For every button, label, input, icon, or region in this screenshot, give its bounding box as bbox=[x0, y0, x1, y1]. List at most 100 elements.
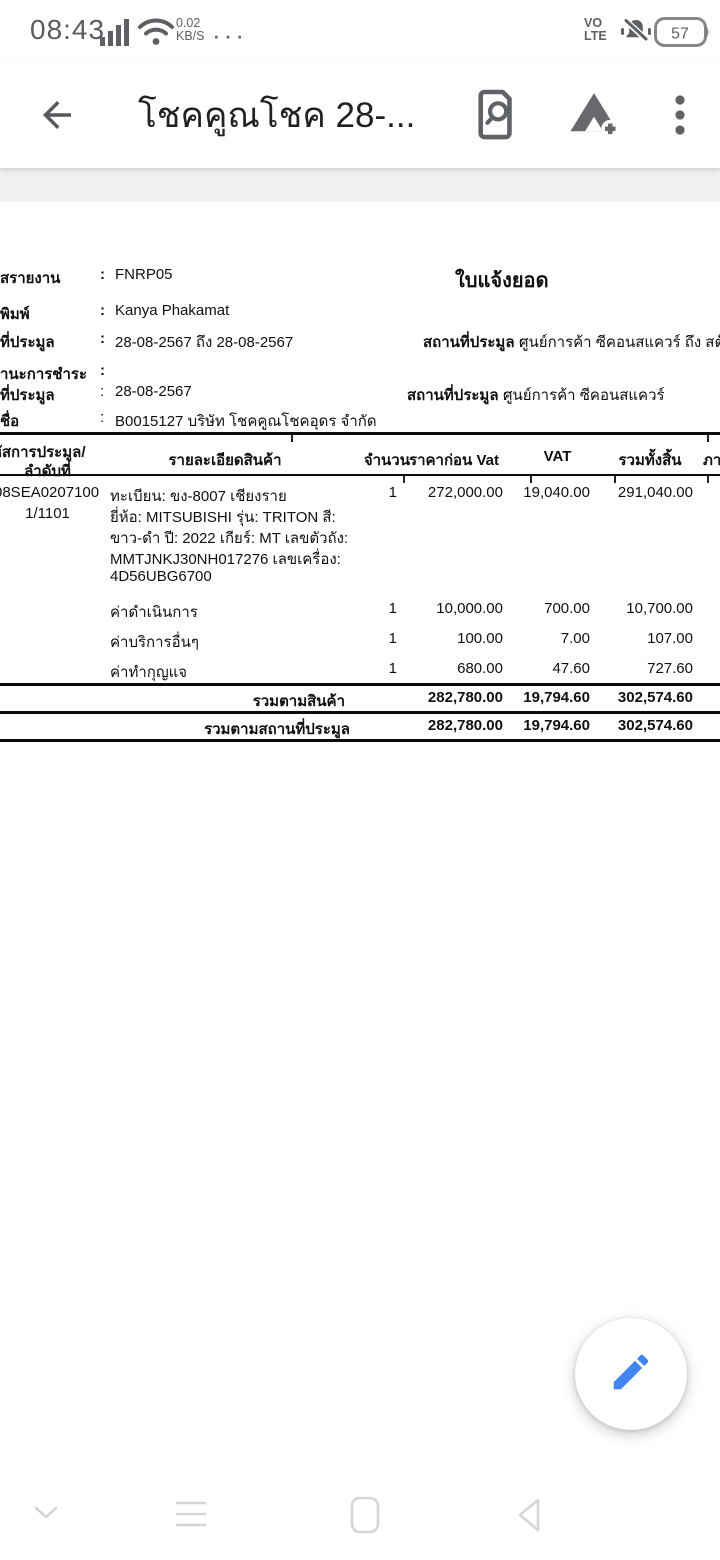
total-amount: 107.00 bbox=[647, 630, 693, 647]
item-description: ค่าบริการอื่นๆ bbox=[110, 634, 199, 651]
colon: : bbox=[100, 330, 105, 347]
vat-amount: 19,040.00 bbox=[523, 484, 590, 501]
totals-rule bbox=[0, 711, 720, 714]
edit-fab-button[interactable] bbox=[575, 1318, 687, 1430]
find-in-document-button[interactable] bbox=[474, 89, 520, 146]
info-value: Kanya Phakamat bbox=[115, 302, 230, 319]
totals-rule bbox=[0, 683, 720, 686]
report-title: ใบแจ้งยอด bbox=[455, 270, 549, 292]
item-description-line: 4D56UBG6700 bbox=[110, 568, 212, 585]
vat-total: 19,794.60 bbox=[523, 689, 590, 706]
col-header-quantity: จำนวน bbox=[363, 452, 410, 469]
price-before-vat: 100.00 bbox=[457, 630, 503, 647]
back-button[interactable] bbox=[36, 94, 78, 141]
network-speed-value: 0.02 bbox=[176, 16, 201, 30]
colon: : bbox=[100, 302, 105, 319]
info-value: 28-08-2567 ถึง 28-08-2567 bbox=[115, 334, 294, 351]
item-description: ค่าทำกุญแจ bbox=[110, 664, 188, 681]
price-before-vat: 10,000.00 bbox=[436, 600, 503, 617]
vat-amount: 47.60 bbox=[552, 660, 590, 677]
viewer-background-gap bbox=[0, 168, 720, 202]
wifi-icon bbox=[138, 17, 174, 52]
total-amount: 727.60 bbox=[647, 660, 693, 677]
grand-total: 302,574.60 bbox=[617, 717, 693, 734]
document-title: โชคคูณโชค 28-... bbox=[138, 96, 416, 135]
item-description-line: ยี่ห้อ: MITSUBISHI รุ่น: TRITON สี: bbox=[110, 509, 336, 526]
item-description-line: ทะเบียน: ขง-8007 เชียงราย bbox=[110, 488, 287, 505]
quantity: 1 bbox=[388, 484, 397, 501]
column-divider-tick bbox=[707, 435, 709, 442]
info-label: านะการชำระ bbox=[0, 366, 88, 383]
volte-indicator: VO LTE bbox=[584, 16, 607, 43]
item-description-line: MMTJNKJ30NH017276 เลขเครื่อง: bbox=[110, 551, 341, 568]
total-label: รวมตามสถานที่ประมูล bbox=[204, 721, 350, 738]
col-header-tax: ภาษ bbox=[703, 452, 720, 469]
colon: : bbox=[100, 362, 105, 379]
price-before-vat: 680.00 bbox=[457, 660, 503, 677]
price-before-vat-total: 282,780.00 bbox=[427, 689, 503, 706]
recents-menu-button[interactable] bbox=[172, 1494, 210, 1539]
auction-code: 08SEA0207100 bbox=[0, 484, 100, 501]
hide-navbar-chevron-button[interactable] bbox=[32, 1504, 60, 1527]
status-bar: 08:43 0.02 KB/S ··· VO LTE bbox=[0, 0, 720, 62]
quantity: 1 bbox=[388, 630, 397, 647]
add-to-drive-button[interactable] bbox=[568, 90, 620, 145]
mute-notifications-icon bbox=[620, 15, 652, 52]
info-label: พิมพ์ bbox=[0, 306, 30, 323]
col-header-vat: VAT bbox=[543, 448, 572, 465]
total-amount: 291,040.00 bbox=[617, 484, 693, 501]
pdf-page[interactable]: สรายงาน : FNRP05 ใบแจ้งยอด พิมพ์ : Kanya… bbox=[0, 202, 720, 1302]
col-header-auction-code: หัสการประมูล/ bbox=[0, 444, 86, 461]
info-label: สรายงาน bbox=[0, 270, 61, 287]
auction-location-value: ศูนย์การค้า ซีคอนสแควร์ bbox=[503, 387, 665, 404]
grand-total: 302,574.60 bbox=[617, 689, 693, 706]
table-header-rule bbox=[0, 474, 720, 476]
back-nav-button[interactable] bbox=[512, 1494, 548, 1541]
table-top-rule bbox=[0, 432, 720, 435]
info-label: ที่ประมูล bbox=[0, 334, 55, 351]
colon: : bbox=[100, 383, 105, 400]
col-header-description: รายละเอียดสินค้า bbox=[168, 452, 282, 469]
auction-location-label: สถานที่ประมูล : bbox=[407, 387, 508, 404]
colon: : bbox=[100, 266, 105, 283]
col-header-price-before-vat: ราคาก่อน Vat bbox=[409, 452, 499, 469]
price-before-vat: 272,000.00 bbox=[427, 484, 503, 501]
total-amount: 10,700.00 bbox=[626, 600, 693, 617]
info-label: ชื่อ bbox=[0, 413, 20, 430]
navigation-bar bbox=[0, 1480, 720, 1560]
quantity: 1 bbox=[388, 660, 397, 677]
status-ellipsis-icon: ··· bbox=[212, 20, 247, 50]
table-bottom-rule bbox=[0, 739, 720, 742]
app-bar: โชคคูณโชค 28-... bbox=[0, 62, 720, 168]
price-before-vat-total: 282,780.00 bbox=[427, 717, 503, 734]
vat-total: 19,794.60 bbox=[523, 717, 590, 734]
overflow-menu-button[interactable] bbox=[660, 92, 700, 143]
col-header-grand-total: รวมทั้งสิ้น bbox=[618, 452, 682, 469]
network-speed: 0.02 KB/S bbox=[176, 17, 205, 43]
total-label: รวมตามสินค้า bbox=[252, 693, 345, 710]
vat-amount: 700.00 bbox=[544, 600, 590, 617]
home-button[interactable] bbox=[348, 1494, 382, 1541]
info-label: ที่ประมูล bbox=[0, 387, 55, 404]
network-speed-unit: KB/S bbox=[176, 29, 205, 43]
item-description-line: ขาว-ดำ ปี: 2022 เกียร์: MT เลขตัวถัง: bbox=[110, 530, 349, 547]
info-value: 28-08-2567 bbox=[115, 383, 192, 400]
column-divider-tick bbox=[614, 476, 616, 483]
column-divider-tick bbox=[403, 476, 405, 483]
item-description: ค่าดำเนินการ bbox=[110, 604, 198, 621]
quantity: 1 bbox=[388, 600, 397, 617]
auction-location-value: ศูนย์การค้า ซีคอนสแควร์ ถึง สต๊อกเ bbox=[519, 334, 720, 351]
info-value: FNRP05 bbox=[115, 266, 173, 283]
colon: : bbox=[100, 409, 105, 426]
info-value: B0015127 บริษัท โชคคูณโชคอุดร จำกัด bbox=[115, 413, 377, 430]
column-divider-tick bbox=[707, 476, 709, 483]
sequence-number: 1/1101 bbox=[25, 505, 70, 522]
battery-icon: 57 bbox=[654, 17, 712, 52]
clock: 08:43 bbox=[30, 14, 106, 45]
signal-strength-icon bbox=[100, 18, 132, 53]
vat-amount: 7.00 bbox=[560, 630, 590, 647]
svg-text:57: 57 bbox=[671, 26, 689, 43]
column-divider-tick bbox=[530, 476, 532, 483]
column-divider-tick bbox=[291, 435, 293, 442]
